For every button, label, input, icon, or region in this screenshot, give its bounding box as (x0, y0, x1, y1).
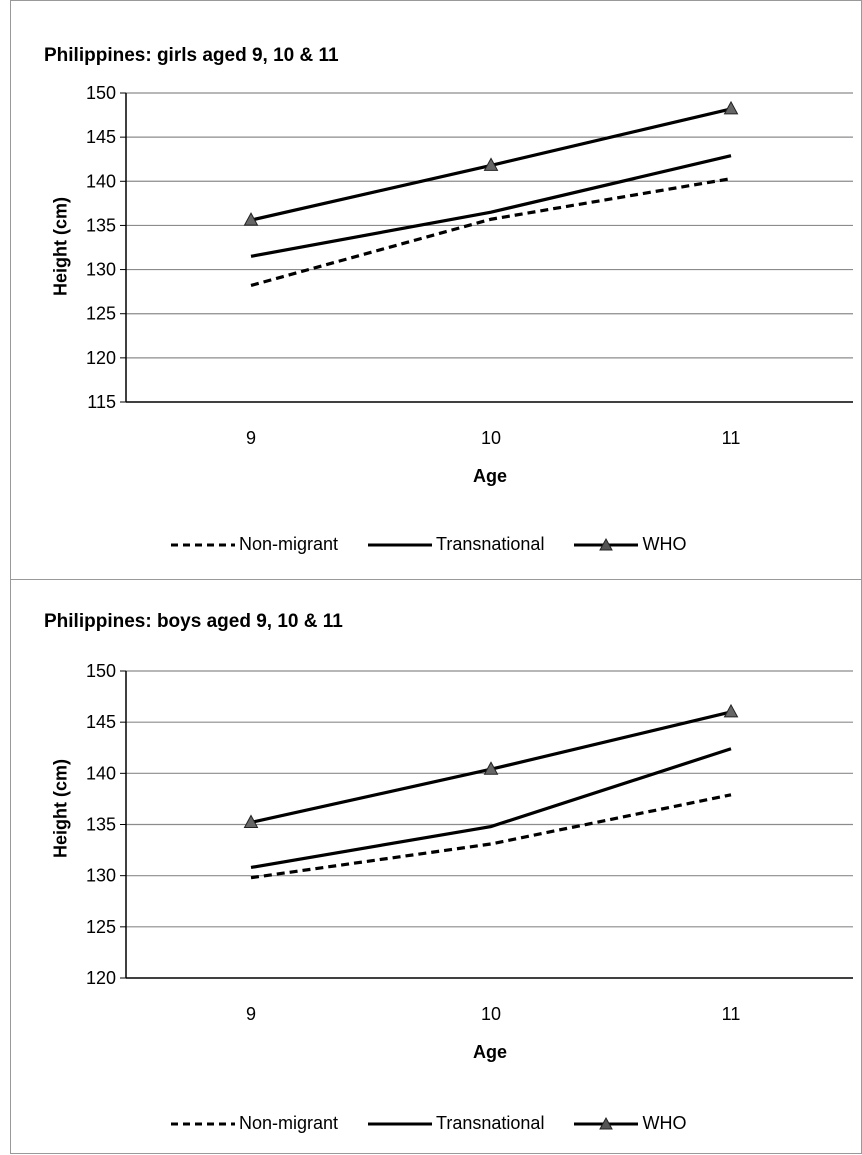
legend-item-who: WHO (574, 1113, 686, 1134)
legend-item-non-migrant: Non-migrant (171, 534, 338, 555)
y-tick-label: 140 (86, 171, 116, 191)
legend-label: Transnational (436, 1113, 545, 1133)
chart-title: Philippines: girls aged 9, 10 & 11 (44, 45, 339, 66)
y-tick-label: 120 (86, 348, 116, 368)
x-tick-label: 9 (246, 428, 256, 448)
x-tick-label: 10 (481, 1004, 501, 1024)
legend-swatch-solid (368, 1122, 433, 1125)
x-tick-label: 10 (481, 428, 501, 448)
chart-panel-boys: Philippines: boys aged 9, 10 & 11 120 125… (10, 579, 862, 1154)
legend-item-who: WHO (574, 534, 686, 555)
y-tick-label: 135 (86, 215, 116, 235)
y-tick-label: 130 (86, 260, 116, 280)
y-tick-label: 125 (86, 304, 116, 324)
data-point-who (483, 157, 499, 171)
legend: Non-migrant Transnational WHO (171, 1113, 716, 1134)
chart-plot: 115 120 125 130 135 140 145 150 9 10 11 (86, 83, 853, 448)
legend-label: Transnational (436, 534, 545, 554)
data-point-who (243, 212, 259, 226)
data-point-who (243, 814, 259, 828)
y-tick-label: 145 (86, 712, 116, 732)
y-tick-label: 135 (86, 815, 116, 835)
series-line-non-migrant (250, 177, 732, 288)
legend-swatch-solid (368, 543, 433, 546)
x-axis-label: Age (473, 466, 508, 486)
series-line-transnational (250, 747, 732, 870)
series-line-transnational (250, 154, 732, 258)
x-tick-label: 11 (722, 428, 741, 448)
x-axis-label: Age (473, 1042, 508, 1062)
x-tick-label: 11 (722, 1004, 741, 1024)
legend: Non-migrant Transnational WHO (171, 534, 716, 555)
legend-label: Non-migrant (239, 534, 339, 554)
legend-label: Non-migrant (239, 1113, 339, 1133)
series-line-non-migrant (250, 793, 732, 880)
legend-swatch-triangle (574, 1116, 639, 1129)
legend-swatch-dashed (171, 1122, 235, 1125)
data-point-who (723, 703, 739, 718)
y-tick-label: 120 (86, 968, 116, 988)
y-axis-label: Height (cm) (50, 197, 71, 296)
chart-panel-girls: Philippines: girls aged 9, 10 & 11 115 12… (10, 0, 862, 580)
y-tick-label: 125 (86, 917, 116, 937)
y-axis-label: Height (cm) (50, 759, 71, 858)
y-tick-label: 150 (86, 83, 116, 103)
data-point-who (723, 100, 739, 115)
y-tick-label: 140 (86, 763, 116, 783)
legend-item-transnational: Transnational (368, 1113, 544, 1134)
legend-swatch-triangle (574, 537, 639, 550)
legend-label: WHO (642, 534, 687, 554)
legend-item-non-migrant: Non-migrant (171, 1113, 338, 1134)
chart-plot: 120 125 130 135 140 145 150 9 10 11 (86, 661, 853, 1024)
data-point-who (483, 761, 499, 775)
legend-label: WHO (642, 1113, 687, 1133)
y-tick-label: 150 (86, 661, 116, 681)
y-tick-label: 115 (87, 392, 116, 412)
x-tick-label: 9 (246, 1004, 256, 1024)
legend-swatch-dashed (171, 543, 235, 546)
y-tick-label: 145 (86, 127, 116, 147)
chart-title: Philippines: boys aged 9, 10 & 11 (44, 611, 343, 632)
y-tick-label: 130 (86, 866, 116, 886)
legend-item-transnational: Transnational (368, 534, 544, 555)
